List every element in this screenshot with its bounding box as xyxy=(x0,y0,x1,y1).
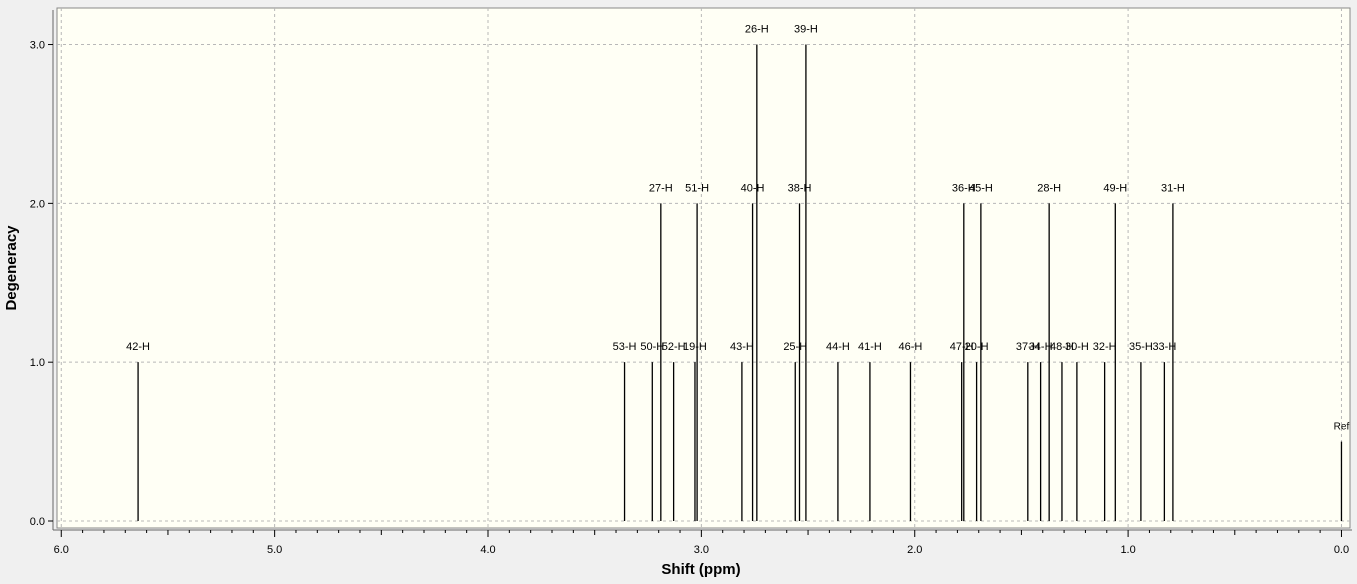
peak-label: 48-H xyxy=(1050,341,1074,353)
peak-label: 47-H xyxy=(950,341,974,353)
peak-label: 50-H xyxy=(640,341,664,353)
x-tick-label: 1.0 xyxy=(1120,544,1135,556)
peak-label: 41-H xyxy=(858,341,882,353)
peak-label: 53-H xyxy=(613,341,637,353)
x-axis-title: Shift (ppm) xyxy=(661,561,740,578)
peak-label: 32-H xyxy=(1093,341,1117,353)
x-tick-label: 6.0 xyxy=(54,544,69,556)
x-tick-label: 4.0 xyxy=(480,544,495,556)
peak-label: 38-H xyxy=(788,182,812,194)
peak-label: 42-H xyxy=(126,341,150,353)
peak-label: 25-H xyxy=(783,341,807,353)
y-tick-label: 3.0 xyxy=(30,40,45,52)
peak-label: 39-H xyxy=(794,24,818,36)
peak-label: 34-H xyxy=(1029,341,1053,353)
peak-label: 28-H xyxy=(1037,182,1061,194)
y-axis-title: Degeneracy xyxy=(3,225,20,311)
y-tick-label: 1.0 xyxy=(30,357,45,369)
peak-label: 52-H xyxy=(662,341,686,353)
peak-label: 45-H xyxy=(969,182,993,194)
peak-label: 30-H xyxy=(1065,341,1089,353)
peak-label: 44-H xyxy=(826,341,850,353)
y-tick-label: 2.0 xyxy=(30,198,45,210)
peak-label: 46-H xyxy=(899,341,923,353)
peak-label: 37-H xyxy=(1016,341,1040,353)
peak-label: Ref xyxy=(1334,422,1350,433)
y-tick-label: 0.0 xyxy=(30,516,45,528)
peak-label: 35-H xyxy=(1129,341,1153,353)
x-tick-label: 2.0 xyxy=(907,544,922,556)
peak-label: 20-H xyxy=(965,341,989,353)
peak-label: 27-H xyxy=(649,182,673,194)
x-tick-label: 5.0 xyxy=(267,544,282,556)
peak-label: 40-H xyxy=(741,182,765,194)
peak-label: 33-H xyxy=(1152,341,1176,353)
plot-area xyxy=(56,7,1351,529)
peak-label: 31-H xyxy=(1161,182,1185,194)
peak-label: 49-H xyxy=(1103,182,1127,194)
x-tick-label: 0.0 xyxy=(1334,544,1349,556)
peak-label: 19-H xyxy=(683,341,707,353)
peak-label: 43-H xyxy=(730,341,754,353)
peak-label: 26-H xyxy=(745,24,769,36)
peak-label: 51-H xyxy=(685,182,709,194)
x-tick-label: 3.0 xyxy=(694,544,709,556)
peak-label: 36-H xyxy=(952,182,976,194)
